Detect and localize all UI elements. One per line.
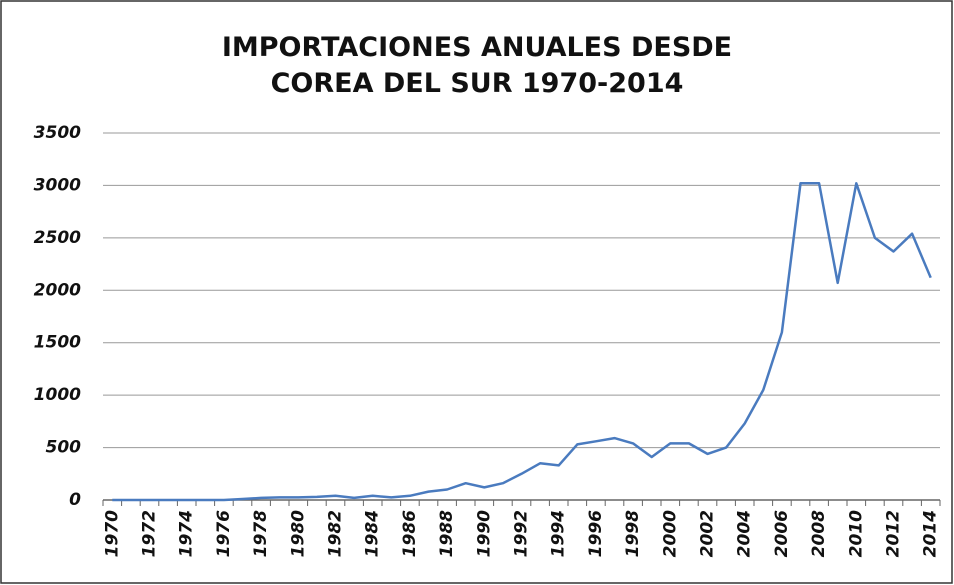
x-tick-label: 1976 [214,510,234,557]
x-tick-label: 1990 [474,510,494,557]
x-tick-label: 1988 [437,510,457,557]
x-tick-label: 1978 [251,510,271,557]
x-tick-label: 2008 [809,510,829,557]
x-tick-label: 1994 [549,510,569,557]
x-tick-label: 1986 [400,510,420,557]
y-tick-label: 3500 [34,123,81,143]
x-tick-label: 1996 [586,510,606,557]
x-tick-label: 2014 [921,510,941,557]
y-tick-label: 500 [46,438,82,458]
x-tick-label: 2010 [846,510,866,557]
x-tick-label: 1974 [177,510,197,557]
x-tick-label: 2012 [884,510,904,557]
y-tick-label: 2500 [34,228,81,248]
y-tick-label: 1000 [34,385,81,405]
x-tick-label: 2002 [698,510,718,557]
x-tick-label: 2006 [772,510,792,557]
x-tick-label: 1984 [363,510,383,557]
data-line [112,182,932,502]
y-tick-label: 2000 [34,280,81,300]
y-tick-label: 1500 [34,333,81,353]
x-tick-label: 1982 [326,510,346,557]
x-tick-label: 1980 [288,510,308,557]
x-tick-label: 1992 [512,510,532,557]
y-tick-label: 0 [69,490,81,510]
x-tick-label: 2000 [660,510,680,557]
y-tick-label: 3000 [34,175,81,195]
x-tick-label: 2004 [735,510,755,557]
x-tick-label: 1970 [102,510,122,557]
chart-title: IMPORTACIONES ANUALES DESDE COREA DEL SU… [221,32,733,99]
x-tick-label: 1998 [623,510,643,557]
x-tick-label: 1972 [140,510,160,557]
